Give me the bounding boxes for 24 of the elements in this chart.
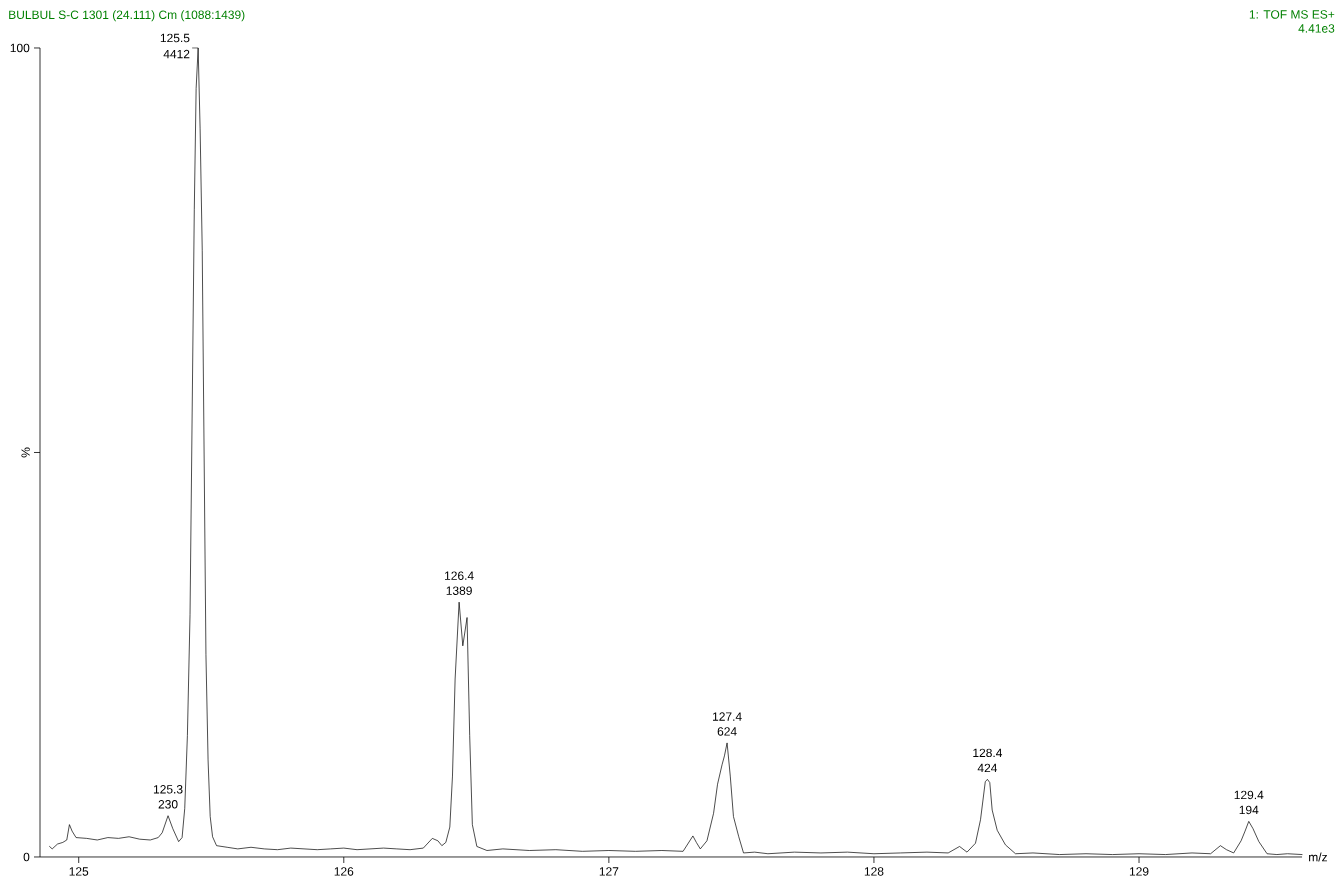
- x-tick-label: 127: [599, 867, 619, 876]
- annotation: 230: [158, 800, 178, 809]
- annotation: 4412: [163, 49, 190, 59]
- text: 1: TOF MS ES+: [1249, 10, 1335, 19]
- annotation: 424: [977, 763, 998, 773]
- annotation: 125.3: [153, 785, 183, 794]
- x-axis-title: m/z: [1309, 852, 1327, 862]
- annotation: 624: [717, 727, 737, 736]
- annotation: 129.4: [1234, 790, 1264, 800]
- x-tick-label: 125: [69, 867, 89, 876]
- annotation: 194: [1239, 805, 1259, 815]
- y-tick-label: 0: [23, 852, 30, 862]
- y-axis-title: %: [21, 447, 30, 458]
- annotation: 127.4: [712, 712, 742, 721]
- chart-title: BULBUL S-C 1301 (24.111) Cm (1088:1439): [9, 10, 245, 22]
- annotation: 1389: [446, 586, 472, 595]
- annotation: 126.4: [444, 571, 474, 580]
- annotation: 128.4: [973, 748, 1003, 758]
- annotation: 125.5: [160, 33, 190, 43]
- y-tick-label: 100: [10, 43, 30, 53]
- text: 4.41e3: [1298, 24, 1335, 33]
- x-tick-label: 128: [864, 867, 884, 876]
- x-tick-label: 129: [1129, 867, 1149, 876]
- x-tick-label: 126: [334, 867, 354, 876]
